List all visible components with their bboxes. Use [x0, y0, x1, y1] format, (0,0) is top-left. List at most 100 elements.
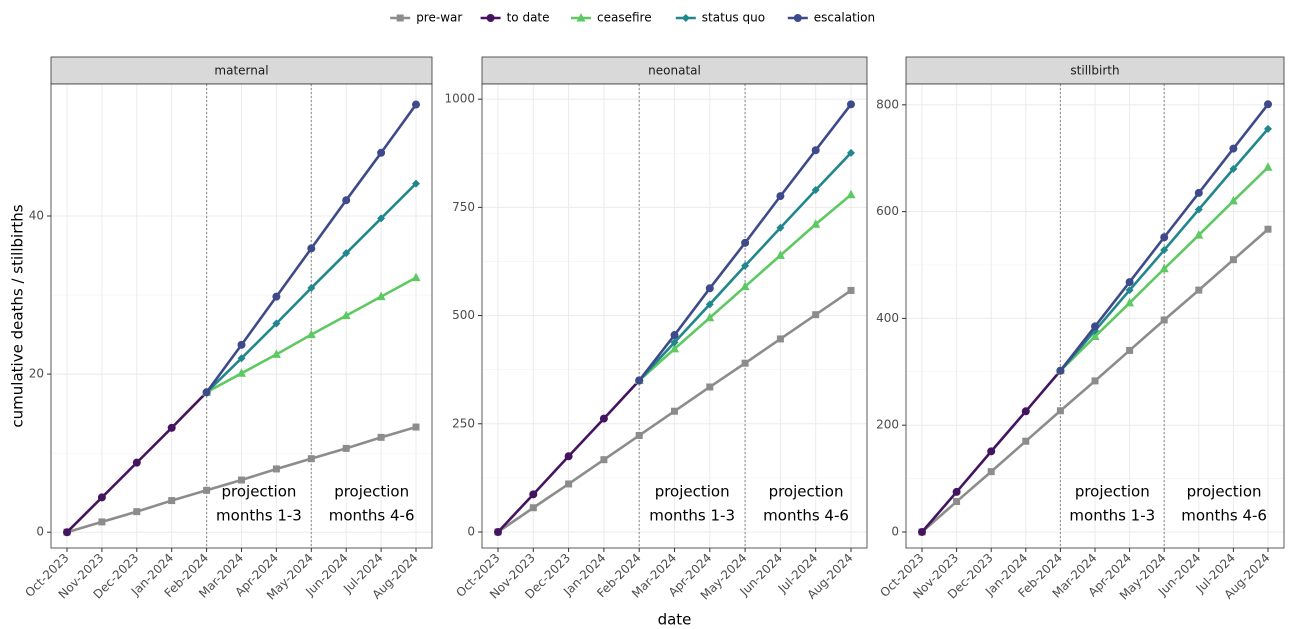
marker — [237, 368, 246, 377]
annotation: projection — [1075, 483, 1150, 501]
marker — [1195, 286, 1203, 294]
marker — [377, 433, 385, 441]
y-tick-label: 20 — [29, 367, 44, 381]
marker — [272, 319, 281, 328]
marker — [132, 458, 141, 467]
marker — [1228, 195, 1238, 205]
marker — [167, 423, 176, 432]
marker — [529, 504, 537, 512]
strip — [481, 56, 868, 85]
y-tick-label: 0 — [891, 524, 899, 538]
marker — [1229, 144, 1238, 153]
marker — [847, 100, 855, 109]
marker — [706, 383, 714, 391]
y-tick-label: 1000 — [444, 92, 475, 106]
marker — [987, 447, 996, 456]
marker — [63, 528, 71, 537]
marker — [847, 286, 855, 294]
marker — [599, 414, 608, 423]
marker — [342, 249, 351, 258]
marker — [670, 343, 679, 353]
marker — [1229, 164, 1238, 173]
marker — [97, 493, 106, 502]
marker — [811, 146, 820, 155]
marker — [1160, 233, 1169, 242]
marker — [811, 186, 820, 195]
y-axis-title: cumulative deaths / stillbirths — [9, 204, 27, 427]
panel-border — [905, 83, 1285, 549]
legend-label: escalation — [814, 11, 875, 25]
marker — [342, 196, 351, 205]
marker — [1056, 407, 1064, 415]
marker — [847, 148, 855, 157]
marker — [1160, 246, 1169, 255]
marker — [952, 487, 961, 496]
strip-label: maternal — [214, 64, 268, 78]
strip — [905, 56, 1285, 85]
annotation: months 4-6 — [1181, 507, 1267, 525]
annotation: months 1-3 — [649, 507, 735, 525]
annotation: months 4-6 — [329, 507, 415, 525]
annotation: months 1-3 — [216, 507, 302, 525]
marker — [576, 13, 586, 22]
marker — [307, 455, 315, 463]
marker — [237, 354, 246, 363]
marker — [272, 465, 280, 473]
marker — [342, 444, 350, 452]
marker — [1159, 263, 1169, 273]
marker — [1160, 316, 1168, 324]
marker — [1194, 230, 1204, 239]
annotation: months 4-6 — [763, 507, 849, 525]
y-tick-label: 500 — [452, 308, 475, 322]
marker — [681, 14, 690, 22]
marker — [953, 498, 961, 506]
marker — [776, 223, 785, 232]
marker — [1229, 256, 1237, 264]
legend-label: ceasefire — [597, 11, 652, 25]
marker — [1194, 205, 1203, 214]
marker — [238, 476, 245, 484]
marker — [1091, 377, 1099, 385]
marker — [411, 272, 421, 282]
marker — [1125, 286, 1134, 295]
marker — [1264, 100, 1272, 109]
marker — [987, 468, 995, 476]
marker — [705, 284, 714, 293]
marker — [776, 192, 785, 201]
x-axis-title: date — [658, 611, 692, 629]
marker — [412, 179, 420, 188]
marker — [1126, 346, 1134, 354]
marker — [1091, 322, 1099, 331]
marker — [376, 291, 386, 301]
marker — [811, 219, 821, 228]
y-tick-label: 750 — [452, 200, 475, 214]
marker — [307, 244, 316, 253]
marker — [812, 311, 820, 319]
marker — [670, 331, 679, 340]
marker — [1056, 366, 1065, 375]
marker — [564, 452, 573, 461]
annotation: projection — [655, 483, 730, 501]
marker — [793, 14, 802, 22]
marker — [307, 283, 316, 292]
marker — [741, 238, 750, 247]
marker — [203, 486, 211, 494]
marker — [412, 423, 420, 431]
legend-label: pre-war — [416, 11, 462, 25]
marker — [202, 388, 211, 397]
marker — [271, 349, 281, 358]
marker — [671, 407, 678, 415]
marker — [918, 527, 926, 536]
marker — [1125, 278, 1134, 287]
marker — [600, 456, 608, 464]
marker — [670, 338, 679, 347]
annotation: projection — [334, 483, 409, 501]
strip-label: stillbirth — [1070, 64, 1119, 78]
marker — [565, 480, 573, 488]
marker — [396, 14, 404, 22]
annotation: projection — [221, 483, 296, 501]
marker — [133, 508, 141, 516]
strip — [50, 56, 433, 85]
marker — [529, 490, 538, 499]
